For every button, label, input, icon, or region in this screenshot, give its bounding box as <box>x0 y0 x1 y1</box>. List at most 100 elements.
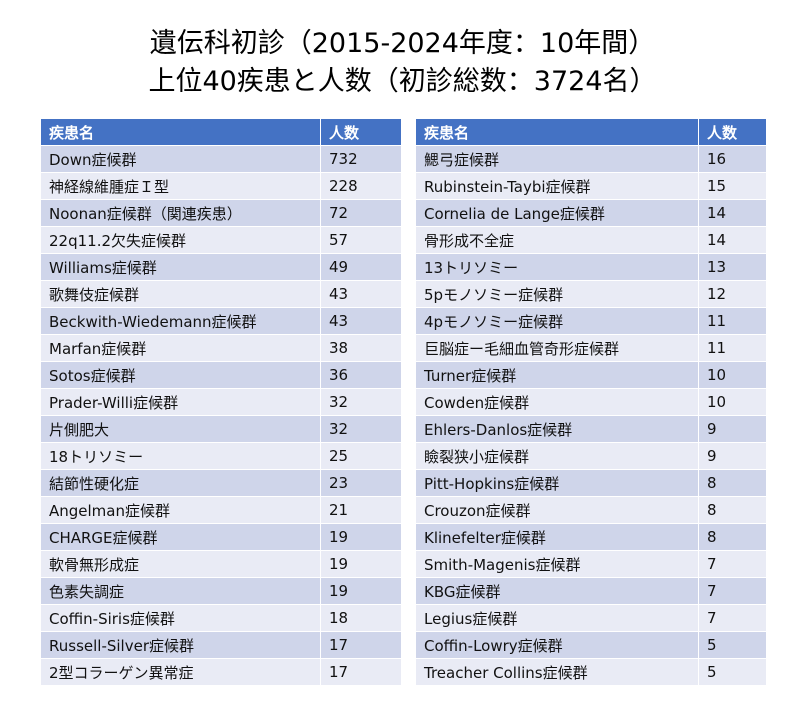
title-line-1: 遺伝科初診（2015-2024年度：10年間） <box>149 28 656 59</box>
cell-count: 9 <box>698 415 767 443</box>
cell-count: 8 <box>698 496 767 524</box>
table-row: KBG症候群 7 <box>415 577 767 605</box>
cell-name: Russell-Silver症候群 <box>40 631 321 659</box>
table-row: Pitt-Hopkins症候群 8 <box>415 469 767 497</box>
cell-count: 5 <box>698 631 767 659</box>
cell-name: Ehlers-Danlos症候群 <box>415 415 699 443</box>
table-row: Coffin-Siris症候群 18 <box>40 604 402 632</box>
table-row: 神経線維腫症Ｉ型 228 <box>40 172 402 200</box>
cell-count: 18 <box>320 604 402 632</box>
cell-name: 2型コラーゲン異常症 <box>40 658 321 686</box>
cell-name: Legius症候群 <box>415 604 699 632</box>
cell-count: 32 <box>320 388 402 416</box>
cell-count: 16 <box>698 145 767 173</box>
cell-name: Cornelia de Lange症候群 <box>415 199 699 227</box>
cell-name: 巨脳症ー毛細血管奇形症候群 <box>415 334 699 362</box>
cell-count: 19 <box>320 550 402 578</box>
table-row: 2型コラーゲン異常症 17 <box>40 658 402 686</box>
cell-count: 32 <box>320 415 402 443</box>
table-row: Russell-Silver症候群 17 <box>40 631 402 659</box>
table-row: Treacher Collins症候群 5 <box>415 658 767 686</box>
table-row: 骨形成不全症 14 <box>415 226 767 254</box>
cell-name: Treacher Collins症候群 <box>415 658 699 686</box>
table-row: Marfan症候群 38 <box>40 334 402 362</box>
table-row: Cornelia de Lange症候群 14 <box>415 199 767 227</box>
cell-name: 13トリソミー <box>415 253 699 281</box>
cell-count: 49 <box>320 253 402 281</box>
cell-count: 11 <box>698 307 767 335</box>
table-row: 巨脳症ー毛細血管奇形症候群 11 <box>415 334 767 362</box>
cell-name: Cowden症候群 <box>415 388 699 416</box>
cell-name: Sotos症候群 <box>40 361 321 389</box>
table-row: Down症候群 732 <box>40 145 402 173</box>
cell-count: 36 <box>320 361 402 389</box>
table-row: 瞼裂狭小症候群 9 <box>415 442 767 470</box>
cell-count: 19 <box>320 577 402 605</box>
table-row: Ehlers-Danlos症候群 9 <box>415 415 767 443</box>
table-row: Noonan症候群（関連疾患） 72 <box>40 199 402 227</box>
cell-count: 57 <box>320 226 402 254</box>
cell-name: 5pモノソミー症候群 <box>415 280 699 308</box>
cell-name: Noonan症候群（関連疾患） <box>40 199 321 227</box>
column-header-name: 疾患名 <box>415 118 699 146</box>
cell-count: 13 <box>698 253 767 281</box>
cell-count: 23 <box>320 469 402 497</box>
table-row: 結節性硬化症 23 <box>40 469 402 497</box>
cell-count: 17 <box>320 658 402 686</box>
cell-count: 43 <box>320 307 402 335</box>
cell-name: Williams症候群 <box>40 253 321 281</box>
cell-name: 片側肥大 <box>40 415 321 443</box>
table-row: Legius症候群 7 <box>415 604 767 632</box>
cell-count: 21 <box>320 496 402 524</box>
cell-count: 19 <box>320 523 402 551</box>
cell-name: Marfan症候群 <box>40 334 321 362</box>
cell-name: 軟骨無形成症 <box>40 550 321 578</box>
cell-name: Coffin-Siris症候群 <box>40 604 321 632</box>
cell-count: 38 <box>320 334 402 362</box>
table-row: 22q11.2欠失症候群 57 <box>40 226 402 254</box>
cell-name: 瞼裂狭小症候群 <box>415 442 699 470</box>
table-row: Cowden症候群 10 <box>415 388 767 416</box>
cell-count: 9 <box>698 442 767 470</box>
cell-count: 43 <box>320 280 402 308</box>
table-row: Smith-Magenis症候群 7 <box>415 550 767 578</box>
table-row: 鰓弓症候群 16 <box>415 145 767 173</box>
cell-count: 10 <box>698 361 767 389</box>
cell-name: Angelman症候群 <box>40 496 321 524</box>
column-header-name: 疾患名 <box>40 118 321 146</box>
table-row: Coffin-Lowry症候群 5 <box>415 631 767 659</box>
cell-name: CHARGE症候群 <box>40 523 321 551</box>
cell-count: 12 <box>698 280 767 308</box>
table-row: Turner症候群 10 <box>415 361 767 389</box>
cell-count: 7 <box>698 550 767 578</box>
cell-name: Down症候群 <box>40 145 321 173</box>
table-row: 5pモノソミー症候群 12 <box>415 280 767 308</box>
cell-name: 4pモノソミー症候群 <box>415 307 699 335</box>
cell-count: 25 <box>320 442 402 470</box>
cell-name: Crouzon症候群 <box>415 496 699 524</box>
cell-count: 7 <box>698 604 767 632</box>
cell-count: 732 <box>320 145 402 173</box>
cell-name: 神経線維腫症Ｉ型 <box>40 172 321 200</box>
table-row: 色素失調症 19 <box>40 577 402 605</box>
cell-name: 18トリソミー <box>40 442 321 470</box>
cell-name: 歌舞伎症候群 <box>40 280 321 308</box>
table-row: 歌舞伎症候群 43 <box>40 280 402 308</box>
cell-count: 14 <box>698 226 767 254</box>
table-row: 18トリソミー 25 <box>40 442 402 470</box>
table-row: Williams症候群 49 <box>40 253 402 281</box>
cell-name: 結節性硬化症 <box>40 469 321 497</box>
table-row: Crouzon症候群 8 <box>415 496 767 524</box>
cell-count: 72 <box>320 199 402 227</box>
disease-table-left: 疾患名 人数 Down症候群 732 神経線維腫症Ｉ型 228 Noonan症候群（関連疾… <box>40 118 402 686</box>
cell-name: Pitt-Hopkins症候群 <box>415 469 699 497</box>
cell-name: Rubinstein-Taybi症候群 <box>415 172 699 200</box>
title-line-2: 上位40疾患と人数（初診総数：3724名） <box>148 66 657 97</box>
cell-name: Coffin-Lowry症候群 <box>415 631 699 659</box>
cell-name: Turner症候群 <box>415 361 699 389</box>
cell-name: KBG症候群 <box>415 577 699 605</box>
column-header-count: 人数 <box>698 118 767 146</box>
table-row: 4pモノソミー症候群 11 <box>415 307 767 335</box>
table-row: 片側肥大 32 <box>40 415 402 443</box>
table-row: Klinefelter症候群 8 <box>415 523 767 551</box>
